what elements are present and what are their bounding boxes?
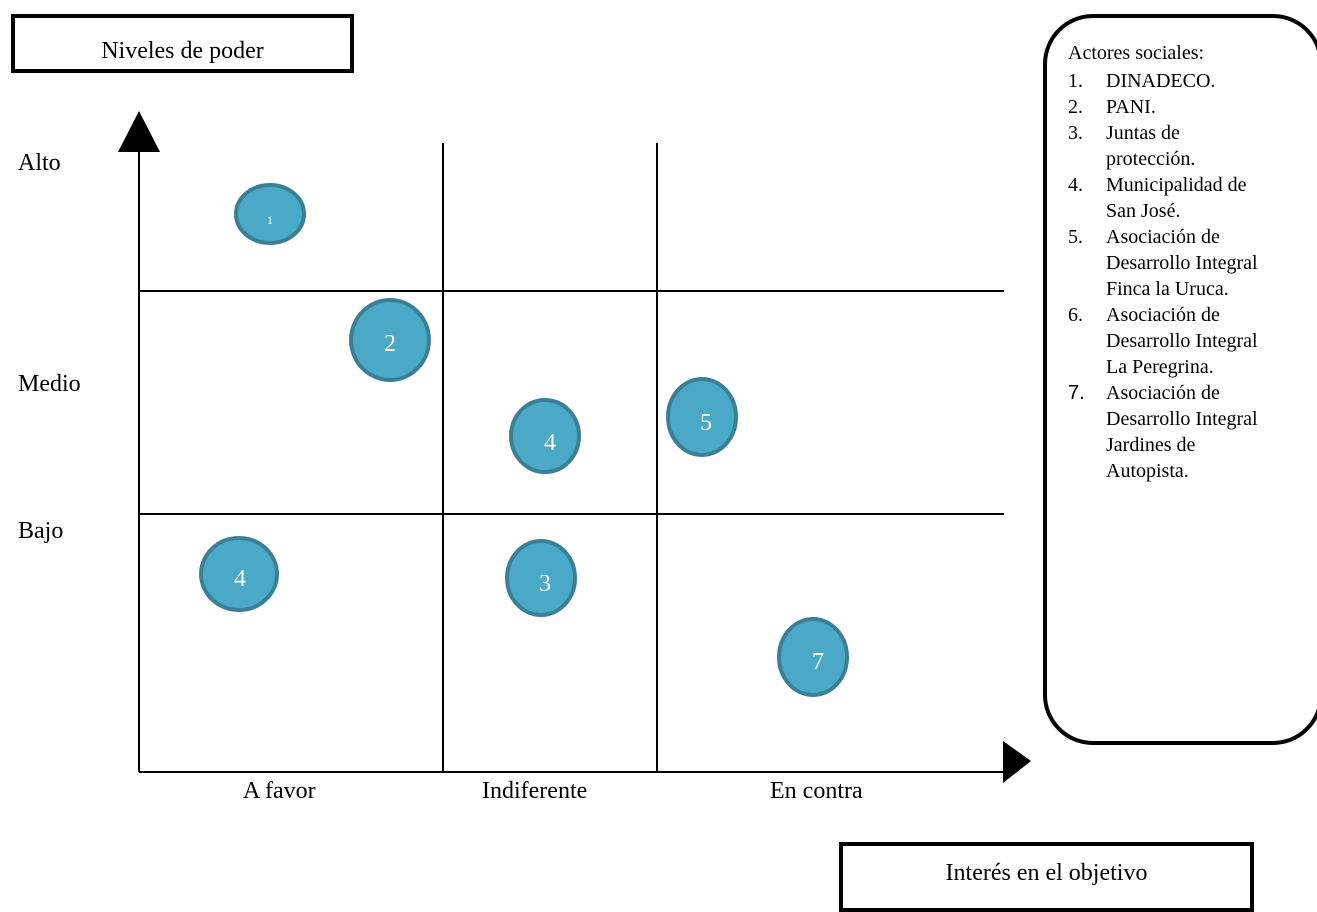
svg-text:7: 7 bbox=[812, 649, 824, 675]
actor-item-5: 5. Asociación de Desarrollo Integral Finc… bbox=[1068, 226, 1258, 300]
svg-text:1: 1 bbox=[267, 213, 273, 227]
actor-bubble-2: 2 bbox=[349, 298, 431, 382]
actors-list: 1. DINADECO. 2. PANI. 3. Juntas de protecci… bbox=[1068, 68, 1317, 484]
actor-item-7: 7. Asociación de Desarrollo Integral Jard… bbox=[1068, 382, 1258, 482]
svg-text:3: 3 bbox=[539, 571, 551, 597]
svg-text:4: 4 bbox=[544, 430, 556, 456]
actor-item-2: 2. PANI. bbox=[1068, 96, 1156, 118]
x-axis-title: Interés en el objetivo bbox=[945, 859, 1148, 886]
actor-item-4: 4. Municipalidad de San José. bbox=[1068, 174, 1247, 222]
actor-bubble-3: 3 bbox=[505, 539, 577, 617]
x-level-en-contra: En contra bbox=[770, 778, 863, 804]
actor-bubble-5: 5 bbox=[666, 377, 738, 457]
x-level-indiferente: Indiferente bbox=[482, 778, 588, 804]
actor-bubble-1: 1 bbox=[234, 183, 306, 245]
svg-text:4: 4 bbox=[234, 566, 246, 592]
svg-text:2: 2 bbox=[384, 331, 396, 357]
x-axis-title-box: Interés en el objetivo bbox=[839, 842, 1254, 912]
actor-bubble-7: 7 bbox=[777, 617, 849, 697]
y-level-bajo: Bajo bbox=[18, 518, 64, 544]
y-level-medio: Medio bbox=[18, 371, 81, 397]
y-level-alto: Alto bbox=[18, 150, 61, 176]
y-axis-arrowhead bbox=[118, 111, 160, 152]
actor-bubble-4-bajo: 4 bbox=[199, 536, 279, 612]
actor-item-6: 6. Asociación de Desarrollo Integral La P… bbox=[1068, 304, 1258, 378]
actor-item-1: 1. DINADECO. bbox=[1068, 70, 1216, 92]
y-axis-title-box: Niveles de poder bbox=[11, 14, 354, 73]
svg-text:5: 5 bbox=[700, 410, 712, 436]
actor-bubble-4-medio: 4 bbox=[509, 398, 581, 474]
x-level-a-favor: A favor bbox=[243, 778, 316, 804]
actor-item-3: 3. Juntas de protección. bbox=[1068, 122, 1196, 170]
x-axis-arrowhead bbox=[1003, 741, 1031, 783]
actors-heading: Actores sociales: bbox=[1068, 42, 1205, 64]
actors-legend: Actores sociales: 1. DINADECO. 2. PANI. 3.… bbox=[1043, 14, 1317, 745]
y-axis-title: Niveles de poder bbox=[101, 38, 264, 64]
